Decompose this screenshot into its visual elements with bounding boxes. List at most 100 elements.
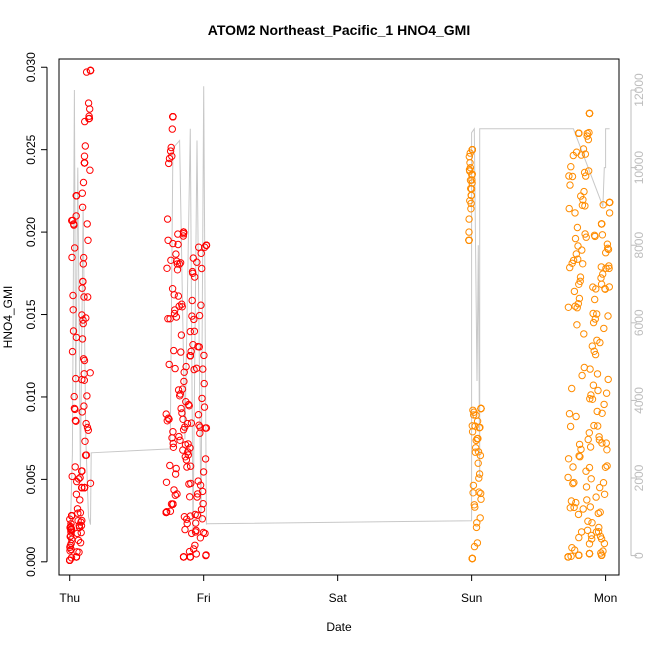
left-tick-label: 0.010 [24,382,38,412]
data-point-series-1 [181,525,189,534]
data-point-series-2 [590,421,598,430]
data-point-series-2 [473,519,481,527]
data-point-series-1 [84,293,92,301]
data-points-layer [66,66,614,564]
data-point-series-2 [571,546,579,554]
data-point-series-1 [183,519,191,528]
data-point-series-1 [174,240,182,249]
data-point-series-2 [579,505,587,513]
data-point-series-1 [76,496,84,504]
data-point-series-2 [467,205,475,213]
data-point-series-1 [81,437,89,445]
data-point-series-1 [184,440,192,448]
data-point-series-2 [566,181,574,189]
data-point-series-1 [77,518,85,526]
data-point-series-1 [175,432,183,441]
data-point-series-2 [597,551,606,559]
data-point-series-1 [191,273,199,281]
data-point-series-1 [80,483,89,492]
data-point-series-2 [469,481,478,490]
data-point-series-1 [78,516,86,525]
data-point-series-1 [68,512,76,520]
data-point-series-2 [575,440,584,449]
data-point-series-1 [201,243,209,251]
data-point-series-2 [475,474,483,482]
data-point-series-1 [178,303,186,311]
chart-title: ATOM2 Northeast_Pacific_1 HNO4_GMI [208,22,470,38]
data-point-series-2 [604,375,612,384]
data-point-series-2 [600,490,609,498]
data-point-series-2 [468,176,476,184]
data-point-series-1 [85,114,94,123]
data-point-series-1 [80,159,89,167]
data-point-series-2 [575,452,583,460]
data-point-series-1 [171,491,180,499]
data-point-series-1 [167,143,175,152]
data-point-series-1 [177,404,185,413]
data-point-series-2 [591,295,599,304]
data-point-series-1 [179,415,187,423]
data-point-series-2 [583,496,591,504]
data-point-series-2 [578,371,586,380]
data-point-series-2 [589,381,598,389]
data-point-series-1 [170,309,179,318]
data-point-series-1 [177,331,186,339]
data-point-series-2 [465,236,473,245]
data-point-series-2 [567,163,575,171]
plot-frame [58,58,620,576]
data-point-series-2 [601,463,610,471]
data-point-series-1 [190,315,198,324]
data-point-series-2 [576,453,584,461]
data-point-series-1 [176,390,185,398]
data-point-series-1 [164,315,172,323]
data-point-series-1 [165,360,173,369]
data-point-series-2 [565,204,573,213]
data-point-series-2 [565,172,573,180]
data-point-series-2 [597,220,606,228]
data-point-series-2 [593,370,602,378]
right-tick-label: 12000 [632,73,646,107]
data-point-series-2 [577,445,585,454]
data-point-series-2 [591,232,599,241]
data-point-series-1 [77,528,85,537]
data-point-series-2 [599,547,607,555]
data-point-series-1 [187,419,196,427]
data-point-series-2 [592,285,600,293]
data-point-series-2 [586,443,595,451]
data-point-series-1 [182,456,191,464]
data-point-series-2 [604,312,612,320]
data-point-series-1 [179,228,188,236]
data-point-series-2 [586,365,594,373]
data-point-series-1 [189,269,197,277]
data-point-series-1 [186,512,195,520]
data-point-series-2 [585,109,594,118]
data-point-series-1 [173,490,181,498]
data-point-series-1 [80,293,88,301]
data-point-series-2 [579,145,588,153]
data-point-series-2 [592,493,600,501]
data-point-series-1 [80,356,89,365]
data-point-series-1 [187,479,195,488]
data-point-series-1 [191,541,199,549]
right-y-axis: 0 2000 4000 6000 8000 10000 12000 [630,73,646,559]
data-point-series-1 [68,347,77,356]
data-point-series-1 [179,553,188,561]
data-point-series-1 [163,264,171,272]
data-point-series-1 [78,483,86,492]
data-point-series-2 [603,446,611,454]
data-point-series-2 [475,470,484,478]
altitude-line-layer [69,86,610,552]
data-point-series-1 [171,470,180,478]
data-point-series-1 [186,553,195,561]
data-point-series-2 [573,304,581,312]
data-point-series-1 [69,306,77,314]
data-point-series-1 [194,477,202,485]
data-point-series-1 [192,519,200,527]
data-point-series-1 [185,547,194,556]
data-point-series-2 [601,285,609,293]
data-point-series-2 [472,523,481,532]
data-point-series-1 [202,241,211,250]
data-point-series-1 [186,327,195,336]
right-tick-label: 4000 [632,387,646,414]
data-point-series-2 [568,172,577,181]
